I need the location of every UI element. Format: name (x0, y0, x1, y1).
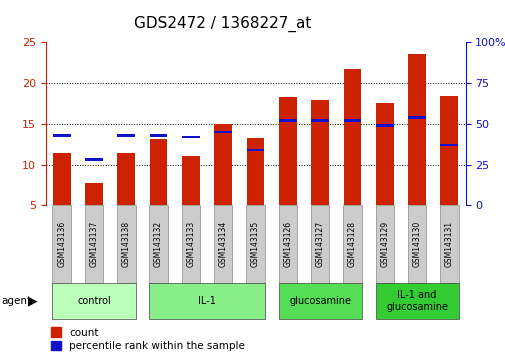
Bar (246, 205, 264, 283)
Bar (117, 153, 135, 205)
Bar (278, 283, 361, 319)
Bar (117, 205, 135, 283)
Legend: count, percentile rank within the sample: count, percentile rank within the sample (50, 327, 245, 351)
Text: GSM143138: GSM143138 (122, 221, 131, 267)
Bar (375, 103, 393, 205)
Text: GDS2472 / 1368227_at: GDS2472 / 1368227_at (134, 16, 311, 32)
Bar (408, 54, 425, 205)
Bar (408, 116, 425, 119)
Bar (214, 124, 232, 205)
Text: GSM143137: GSM143137 (89, 221, 98, 267)
Bar (214, 131, 232, 133)
Bar (278, 97, 296, 205)
Bar (343, 69, 361, 205)
Bar (439, 205, 458, 283)
Bar (149, 139, 167, 205)
Bar (342, 205, 361, 283)
Bar (182, 136, 199, 138)
Bar (440, 144, 458, 147)
Bar (375, 205, 393, 283)
Bar (375, 124, 393, 127)
Bar (117, 134, 135, 137)
Text: GSM143134: GSM143134 (218, 221, 227, 267)
Text: GSM143129: GSM143129 (379, 221, 388, 267)
Bar (85, 158, 103, 161)
Bar (85, 205, 103, 283)
Text: IL-1: IL-1 (198, 296, 216, 306)
Text: control: control (77, 296, 111, 306)
Text: GSM143126: GSM143126 (283, 221, 292, 267)
Text: glucosamine: glucosamine (288, 296, 350, 306)
Text: GSM143136: GSM143136 (57, 221, 66, 267)
Bar (53, 134, 70, 137)
Bar (149, 205, 168, 283)
Text: GSM143132: GSM143132 (154, 221, 163, 267)
Bar (246, 138, 264, 205)
Bar (278, 205, 296, 283)
Bar (343, 119, 361, 122)
Text: GSM143130: GSM143130 (412, 221, 421, 267)
Text: GSM143131: GSM143131 (444, 221, 453, 267)
Bar (85, 183, 103, 205)
Bar (440, 96, 458, 205)
Text: ▶: ▶ (28, 295, 38, 307)
Text: GSM143127: GSM143127 (315, 221, 324, 267)
Bar (182, 156, 199, 205)
Text: agent: agent (2, 296, 32, 306)
Bar (149, 134, 167, 137)
Bar (246, 149, 264, 152)
Bar (311, 100, 328, 205)
Text: GSM143135: GSM143135 (250, 221, 260, 267)
Bar (214, 205, 232, 283)
Bar (278, 119, 296, 122)
Bar (53, 283, 135, 319)
Bar (53, 205, 71, 283)
Bar (375, 283, 458, 319)
Text: IL-1 and
glucosamine: IL-1 and glucosamine (385, 290, 447, 312)
Text: GSM143133: GSM143133 (186, 221, 195, 267)
Bar (310, 205, 329, 283)
Bar (149, 283, 264, 319)
Text: GSM143128: GSM143128 (347, 221, 356, 267)
Bar (407, 205, 425, 283)
Bar (311, 119, 328, 122)
Bar (181, 205, 200, 283)
Bar (53, 153, 70, 205)
